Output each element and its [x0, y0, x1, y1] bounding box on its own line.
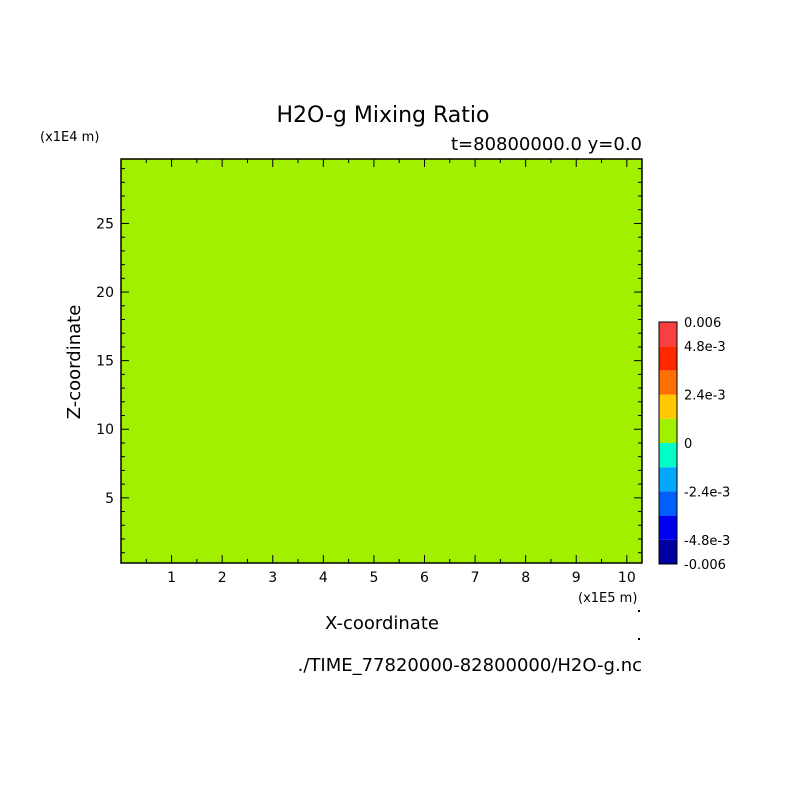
x-tick-label: 1: [167, 570, 176, 586]
y-axis-label: Z-coordinate: [64, 305, 85, 420]
colorbar-swatch: [659, 346, 677, 371]
y-scale-note: (x1E4 m): [40, 130, 99, 145]
footer-path: ./TIME_77820000-82800000/H2O-g.nc: [298, 655, 642, 676]
chart-subtitle: t=80800000.0 y=0.0: [451, 134, 642, 155]
x-tick-label: 4: [319, 570, 328, 586]
colorbar-frame: [658, 321, 678, 565]
colorbar-swatch: [659, 394, 677, 419]
x-tick-label: 5: [369, 570, 378, 586]
colorbar-label: -4.8e-3: [684, 534, 730, 549]
colorbar-swatch: [659, 491, 677, 516]
contour-field: [121, 159, 642, 563]
colorbar-swatch: [659, 370, 677, 395]
colorbar-swatch: [659, 443, 677, 468]
x-tick-label: 9: [572, 570, 581, 586]
y-axis: 5 10 15 20 25: [96, 168, 642, 554]
colorbar-label: 4.8e-3: [684, 340, 726, 355]
colorbar-swatch: [659, 539, 677, 564]
contour-feature: [292, 405, 314, 408]
x-axis-label: X-coordinate: [325, 613, 439, 634]
colorbar-swatch: [659, 467, 677, 492]
colorbar-label: 0.006: [684, 316, 721, 331]
x-tick-label: 10: [618, 570, 636, 586]
y-tick-label: 5: [105, 491, 114, 507]
colorbar-label: -2.4e-3: [684, 485, 730, 500]
y-tick-label: 25: [96, 216, 114, 232]
chart-title: H2O-g Mixing Ratio: [277, 103, 490, 128]
colorbar-swatch: [659, 322, 677, 347]
colorbar-swatch: [659, 515, 677, 540]
colorbar-label: -0.006: [684, 558, 726, 573]
colorbar-label: 2.4e-3: [684, 389, 726, 404]
stray-marks: [638, 610, 640, 640]
x-scale-note: (x1E5 m): [578, 591, 637, 606]
y-tick-label: 15: [96, 354, 114, 370]
colorbar-swatch: [659, 418, 677, 443]
stray-mark: [638, 638, 640, 640]
x-tick-label: 7: [471, 570, 480, 586]
x-axis: 1 2 3 4 5 6 7 8 9 10: [145, 159, 636, 586]
x-tick-label: 3: [268, 570, 277, 586]
colorbar-label: 0: [684, 437, 692, 452]
x-tick-label: 8: [521, 570, 530, 586]
y-tick-label: 20: [96, 285, 114, 301]
stray-mark: [638, 610, 640, 612]
x-tick-label: 6: [420, 570, 429, 586]
colorbar: 0.006 4.8e-3 2.4e-3 0 -2.4e-3 -4.8e-3 -0.006: [658, 316, 730, 573]
x-tick-label: 2: [218, 570, 227, 586]
y-tick-label: 10: [96, 422, 114, 438]
